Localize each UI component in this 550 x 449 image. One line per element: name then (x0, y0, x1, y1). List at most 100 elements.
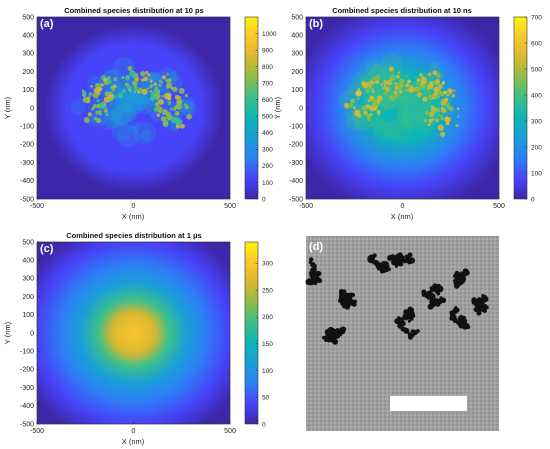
scale-bar (390, 396, 467, 411)
y-tick-label: -300 (20, 385, 34, 392)
cluster-point (455, 123, 459, 128)
y-tick-label: 200 (22, 294, 34, 301)
cluster-halo (137, 99, 153, 115)
colorbar-tick-label: 1000 (262, 31, 277, 38)
cluster-point (149, 78, 152, 81)
cluster-halo (124, 89, 144, 109)
cluster-halo (121, 105, 139, 122)
particle (341, 303, 347, 309)
cluster-point (409, 86, 415, 92)
y-tick-label: -200 (289, 142, 303, 149)
cluster-point (431, 110, 436, 115)
panel-c-letter: (c) (40, 243, 54, 255)
y-tick-label: 0 (299, 105, 303, 112)
particle (452, 318, 458, 324)
cluster-point (399, 78, 404, 83)
cluster-halo (407, 96, 418, 107)
cluster-point (397, 85, 403, 91)
panel-c-xlabel: X (nm) (122, 437, 145, 446)
cluster-point (420, 76, 426, 82)
cluster-point (128, 89, 132, 93)
cluster-point (435, 107, 441, 113)
cluster-halo (371, 115, 387, 132)
panel-b-title: Combined species distribution at 10 ns (332, 6, 472, 15)
cluster-halo (377, 86, 399, 108)
particle (407, 252, 413, 258)
cluster-point (93, 87, 100, 94)
cluster-point (436, 73, 441, 79)
cluster-halo (111, 122, 132, 142)
colorbar-tick-label: 900 (262, 47, 273, 54)
panel-c-axes: -500 0 500 500 400 300 200 100 0 -100 -200 -300 -400… (20, 239, 236, 435)
particle (341, 289, 347, 295)
cluster-point (168, 117, 171, 120)
cluster-halo (109, 104, 132, 127)
cluster-point (363, 110, 368, 115)
y-tick-label: -400 (289, 178, 303, 185)
cluster-point (374, 74, 381, 81)
cluster-point (357, 97, 360, 100)
cluster-point (159, 79, 162, 83)
cluster-point (82, 96, 88, 102)
panel-d-micrograph: (d) (305, 236, 499, 431)
cluster-point (141, 88, 148, 95)
cluster-point (104, 91, 110, 97)
colorbar-tick-label: 150 (262, 341, 273, 348)
cluster-point (165, 111, 171, 117)
colorbar-tick-label: 600 (262, 97, 273, 104)
cluster-point (357, 88, 360, 92)
x-tick-label: 0 (401, 203, 405, 210)
panel-c-heatmap (37, 242, 230, 424)
cluster-point (174, 94, 180, 100)
cluster-point (419, 73, 423, 77)
cluster-point (453, 89, 456, 92)
cluster-point (164, 93, 171, 100)
y-tick-label: 400 (22, 258, 34, 265)
cluster-point (172, 86, 178, 93)
cluster-halo (397, 99, 411, 113)
y-tick-label: 100 (22, 87, 34, 94)
cluster-point (428, 112, 431, 115)
cluster-point (156, 105, 163, 113)
colorbar-tick-label: 500 (531, 66, 542, 73)
cluster-point (93, 116, 98, 121)
cluster-point (110, 87, 113, 90)
panel-a-title: Combined species distribution at 10 ps (64, 6, 204, 15)
cluster-point (124, 75, 131, 81)
cluster-halo (116, 124, 140, 148)
cluster-halo (104, 103, 124, 123)
y-tick-label: 500 (291, 14, 303, 21)
cluster-halo (396, 107, 415, 126)
cluster-point (112, 84, 117, 89)
cluster-point (153, 82, 158, 86)
cluster-point (143, 76, 148, 82)
cluster-point (414, 86, 421, 92)
colorbar-tick-label: 800 (262, 64, 273, 71)
cluster-halo (370, 63, 387, 80)
x-tick-label: 0 (132, 428, 136, 435)
cluster-point (150, 84, 154, 88)
particle (382, 268, 386, 272)
cluster-point (456, 107, 460, 110)
y-tick-label: -200 (20, 367, 34, 374)
cluster-halo (368, 64, 386, 81)
particle (434, 298, 439, 303)
cluster-point (133, 87, 138, 92)
cluster-point (105, 113, 109, 117)
cluster-point (107, 76, 111, 79)
cluster-halo (122, 92, 143, 113)
cluster-point (406, 74, 409, 78)
cluster-halo (138, 90, 155, 108)
nanoparticle-aggregates (305, 252, 489, 345)
cluster-point (184, 93, 188, 98)
particle (385, 261, 389, 266)
particle (407, 319, 411, 323)
cluster-point (344, 102, 349, 108)
cluster-point (145, 70, 149, 75)
cluster-point (423, 119, 428, 123)
cluster-point (99, 109, 102, 113)
cluster-point (443, 90, 447, 94)
cluster-point (416, 78, 421, 83)
cluster-point (427, 94, 434, 101)
particle (381, 261, 386, 266)
